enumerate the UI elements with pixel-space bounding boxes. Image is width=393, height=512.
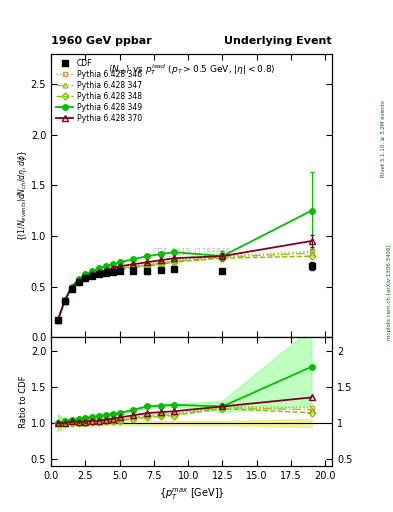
Text: Rivet 3.1.10, ≥ 3.2M events: Rivet 3.1.10, ≥ 3.2M events xyxy=(381,100,386,177)
Text: $\langle N_{ch}\rangle$ vs $p_T^{lead}$ ($p_T > 0.5$ GeV, $|\eta| < 0.8$): $\langle N_{ch}\rangle$ vs $p_T^{lead}$ … xyxy=(108,62,275,77)
Text: mcplots.cern.ch [arXiv:1306.3436]: mcplots.cern.ch [arXiv:1306.3436] xyxy=(387,244,391,339)
Y-axis label: Ratio to CDF: Ratio to CDF xyxy=(19,375,28,428)
X-axis label: $\{p_T^{max}$ [GeV]$\}$: $\{p_T^{max}$ [GeV]$\}$ xyxy=(159,486,224,502)
Text: 1960 GeV ppbar: 1960 GeV ppbar xyxy=(51,36,152,46)
Y-axis label: $\{(1/N_{events}) dN_{ch}/d\eta, d\phi\}$: $\{(1/N_{events}) dN_{ch}/d\eta, d\phi\}… xyxy=(17,150,29,241)
Legend: CDF, Pythia 6.428 346, Pythia 6.428 347, Pythia 6.428 348, Pythia 6.428 349, Pyt: CDF, Pythia 6.428 346, Pythia 6.428 347,… xyxy=(55,57,144,124)
Text: CDF_2015_I1388868: CDF_2015_I1388868 xyxy=(152,248,231,257)
Text: Underlying Event: Underlying Event xyxy=(224,36,332,46)
